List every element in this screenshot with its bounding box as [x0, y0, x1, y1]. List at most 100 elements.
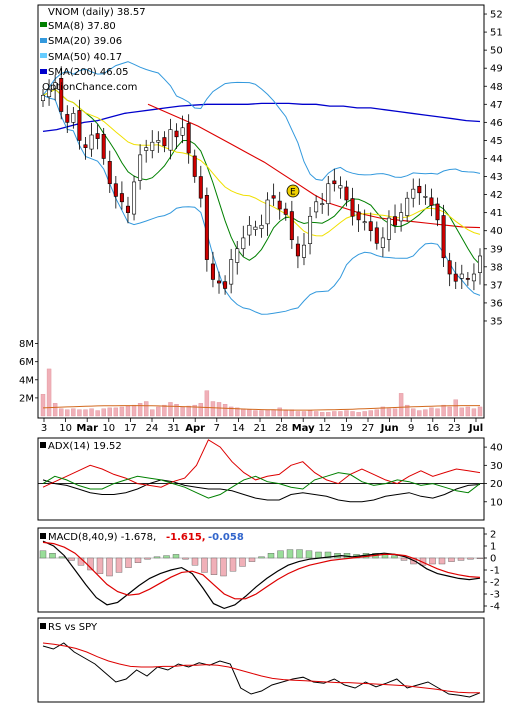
candle-body — [235, 248, 240, 263]
volume-bar — [107, 407, 112, 417]
volume-bar — [301, 411, 307, 417]
candle-body — [326, 183, 331, 204]
volume-bar — [386, 408, 392, 417]
macd-histogram-bar — [229, 557, 237, 572]
volume-bar — [441, 404, 446, 417]
volume-bar — [83, 409, 88, 417]
macd-histogram-bar — [248, 557, 256, 562]
candle-body — [83, 144, 88, 148]
date-tick-label: 31 — [167, 423, 180, 434]
candle-body — [168, 129, 173, 151]
macd-histogram-bar — [49, 553, 56, 559]
volume-bar — [186, 405, 191, 417]
volume-bar — [477, 406, 483, 417]
candle-body — [332, 180, 337, 185]
volume-bar — [95, 410, 100, 417]
volume-bar — [222, 404, 228, 417]
date-tick-label: 7 — [214, 423, 220, 434]
candle-body — [223, 281, 228, 289]
volume-bar — [471, 408, 477, 417]
rs-line — [42, 642, 481, 698]
volume-bar — [125, 405, 131, 417]
candle-body — [241, 237, 246, 250]
macd-histogram-bar — [106, 557, 113, 577]
adx-tick-label: 10 — [490, 497, 503, 508]
macd-histogram-bar — [429, 557, 436, 565]
candle-body — [113, 183, 118, 197]
volume-bar — [411, 408, 416, 417]
macd-histogram-bar — [267, 553, 275, 559]
candle-body — [192, 155, 197, 177]
price-tick-label: 35 — [490, 316, 503, 327]
volume-bar — [162, 404, 167, 417]
date-tick-label: 12 — [318, 423, 331, 434]
volume-bar — [174, 404, 179, 417]
macd-histogram-bar — [163, 555, 170, 559]
candle-body — [417, 185, 422, 194]
adx-axis: 40 30 20 10 — [484, 443, 503, 508]
sma8-label: SMA(8) 37.80 — [48, 21, 116, 32]
candle-body — [301, 244, 306, 258]
macd-histogram-bar — [305, 550, 313, 559]
macd-label: MACD(8,40,9) -1.678, — [48, 532, 156, 543]
macd-histogram-bar — [191, 557, 199, 566]
volume-bar — [150, 409, 155, 417]
candle-body — [393, 216, 398, 226]
macd-histogram-bar — [115, 557, 123, 573]
macd-histogram-bar — [448, 557, 455, 562]
macd-axis: 210-1-2-3-4 — [484, 530, 500, 613]
macd-histogram-bar — [58, 556, 66, 559]
volume-bar — [131, 404, 137, 417]
volume-bar — [180, 406, 185, 417]
volume-bar — [228, 406, 234, 417]
volume-bar — [447, 406, 452, 417]
macd-histogram-bar — [438, 557, 446, 565]
macd-tick-label: 2 — [490, 530, 496, 541]
rs-average-line — [42, 642, 480, 694]
volume-bar — [241, 408, 246, 417]
volume-bar — [259, 410, 264, 417]
date-tick-label: 10 — [102, 423, 115, 434]
volume-bar — [332, 411, 337, 417]
candle-body — [471, 273, 476, 282]
volume-tick-label: 6M — [19, 357, 34, 368]
macd-histogram-bar — [476, 557, 484, 560]
candle-body — [138, 154, 143, 181]
sma20-label: SMA(20) 39.06 — [48, 36, 122, 47]
candle-body — [374, 227, 379, 244]
candle-body — [453, 273, 458, 282]
macd-histogram-bar — [391, 555, 398, 559]
volume-bars — [40, 368, 483, 417]
candle-body — [119, 193, 124, 203]
candle-body — [77, 110, 82, 141]
price-axis: 52 51 50 49 48 47 46 45 44 43 42 41 40 39 38 37 36 35 — [484, 10, 503, 327]
price-tick-label: 52 — [490, 10, 503, 21]
price-tick-label: 39 — [490, 244, 503, 255]
date-tick-label: 28 — [275, 423, 288, 434]
adx-line — [42, 479, 481, 503]
candle-body — [132, 181, 137, 215]
price-tick-label: 47 — [490, 100, 503, 111]
volume-bar — [398, 393, 404, 417]
volume-bar — [46, 368, 52, 417]
volume-bar — [52, 403, 58, 417]
macd-tick-label: -2 — [490, 578, 500, 589]
rs-swatch — [40, 623, 46, 629]
volume-bar — [59, 408, 64, 417]
macd-histogram-bar — [96, 557, 104, 574]
macd-signal-line — [42, 541, 481, 600]
candle-body — [356, 211, 361, 221]
candle-body — [289, 211, 294, 241]
price-tick-label: 38 — [490, 262, 503, 273]
macd-swatch — [40, 533, 46, 539]
adx-label: ADX(14) 19.52 — [48, 441, 122, 452]
bollinger-upper — [42, 61, 481, 181]
volume-bar — [65, 409, 70, 417]
candle-body — [95, 133, 100, 139]
candle-body — [65, 114, 70, 123]
macd-histogram-bar — [125, 557, 132, 568]
volume-bar — [465, 406, 471, 417]
volume-bar — [71, 408, 76, 417]
macd-histogram-bar — [324, 551, 332, 559]
